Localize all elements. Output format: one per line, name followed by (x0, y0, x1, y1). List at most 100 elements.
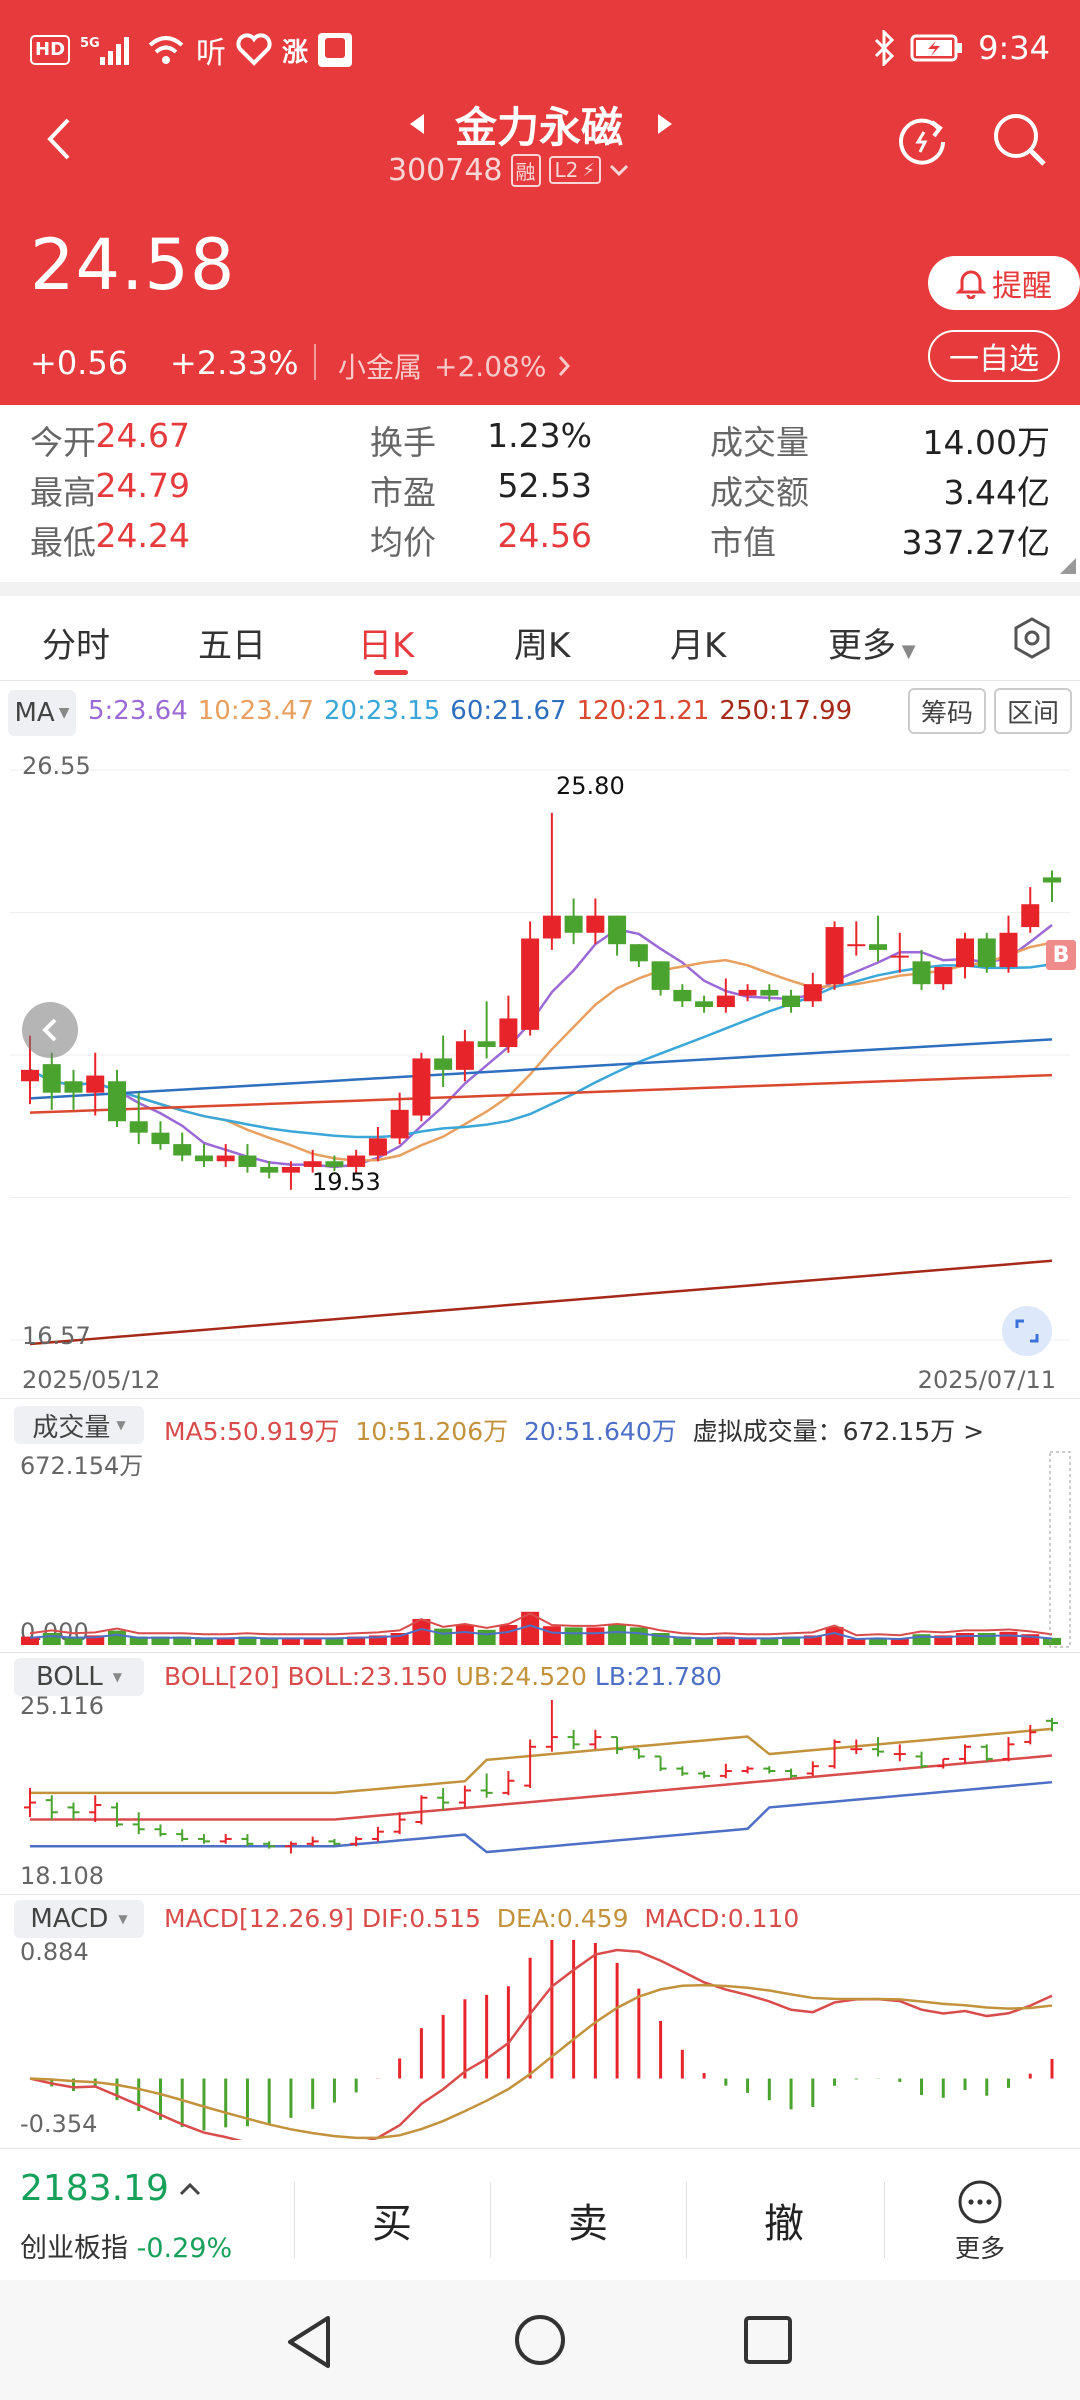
date-start: 2025/05/12 (22, 1366, 161, 1394)
chip-button[interactable]: 筹码 (908, 688, 986, 734)
sector-link[interactable]: 小金属 +2.08% (338, 346, 571, 386)
tab-5[interactable]: 更多 ▼ (828, 618, 916, 667)
candle-body (912, 961, 931, 985)
hd-icon: HD (30, 35, 71, 65)
status-bar-left: HD 5G 听 涨 (30, 30, 430, 71)
chevron-right-icon (559, 356, 571, 376)
candle-body (21, 1069, 39, 1082)
volume-selector[interactable]: 成交量 ▼ (14, 1406, 144, 1444)
more-dots-icon (958, 2180, 1002, 2224)
volume-bar (760, 1637, 779, 1645)
candle-body (695, 1001, 714, 1008)
macd-y-max: 0.884 (20, 1938, 89, 1966)
side-marker[interactable]: B (1046, 940, 1076, 970)
volume-bar (107, 1630, 126, 1645)
volume-bar (782, 1636, 801, 1645)
lightning-icon: ⚡ (582, 159, 596, 181)
boll-y-min: 18.108 (20, 1862, 104, 1890)
volume-y-max: 672.154万 (20, 1452, 144, 1480)
candle-body (673, 989, 692, 1002)
tab-2[interactable]: 日K (358, 618, 414, 675)
next-stock-icon[interactable] (656, 112, 674, 136)
candle-body (129, 1121, 148, 1133)
ma-item-5: 250:17.99 (719, 696, 853, 726)
tab-1[interactable]: 五日 (198, 618, 266, 667)
battery-charging-icon (910, 34, 963, 62)
volume-bar (521, 1611, 540, 1645)
ma-item-4: 120:21.21 (576, 696, 710, 726)
candle-body (825, 927, 844, 985)
stat-label: 市值 (710, 523, 776, 562)
macd-chart[interactable] (0, 1940, 1080, 2140)
volume-legend: MA5:50.919万 10:51.206万 20:51.640万 虚拟成交量：… (164, 1412, 984, 1448)
index-name: 创业板指 (20, 2233, 128, 2264)
index-info: 创业板指 -0.29% (20, 2226, 232, 2265)
refresh-icon[interactable] (894, 112, 950, 168)
expand-icon (1015, 1319, 1039, 1343)
volume-selector-label: 成交量 (32, 1412, 111, 1443)
search-icon[interactable] (990, 110, 1050, 170)
volume-ma20-line (29, 1624, 1053, 1641)
stat-value: 14.00万 (922, 423, 1050, 462)
high-label: 25.80 (556, 772, 625, 800)
macd-selector[interactable]: MACD ▼ (14, 1900, 144, 1938)
candle-body (477, 1041, 496, 1048)
sell-button[interactable]: 卖 (568, 2201, 608, 2247)
buy-button[interactable]: 买 (372, 2201, 412, 2247)
divider (0, 1398, 1080, 1399)
nav-recents-icon[interactable] (742, 2314, 794, 2366)
fullscreen-button[interactable] (1002, 1306, 1052, 1356)
stock-name: 金力永磁 (454, 103, 623, 152)
settings-hex-icon[interactable] (1012, 616, 1052, 660)
divider (490, 2182, 491, 2258)
scroll-left-button[interactable] (22, 1002, 78, 1058)
volume-bar (673, 1636, 692, 1645)
back-icon[interactable] (44, 116, 74, 162)
add-watchlist-button[interactable]: 一自选 (928, 330, 1060, 382)
tab-0[interactable]: 分时 (42, 618, 110, 667)
range-button[interactable]: 区间 (994, 688, 1072, 734)
trade-bar (0, 2148, 1080, 2280)
prev-stock-icon[interactable] (408, 112, 426, 136)
level-badge[interactable]: L2 ⚡ (548, 156, 602, 184)
ma-selector[interactable]: MA ▼ (8, 690, 76, 736)
volume-bar (64, 1636, 83, 1645)
macd-dea: DEA:0.459 (496, 1904, 629, 1933)
cancel-order-button[interactable]: 撤 (764, 2201, 804, 2247)
more-button[interactable]: 更多 (900, 2172, 1060, 2272)
tab-4[interactable]: 月K (670, 618, 726, 667)
candle-body (347, 1155, 366, 1167)
stat-label: 均价 (370, 523, 436, 562)
y-axis-max: 26.55 (22, 752, 91, 780)
candle-body (64, 1081, 83, 1093)
tab-label: 五日 (198, 626, 266, 666)
candle-body (956, 938, 975, 968)
boll-chart[interactable] (0, 1700, 1080, 1890)
low-label: 19.53 (312, 1168, 381, 1196)
expand-corner-icon[interactable] (1060, 558, 1076, 574)
tab-3[interactable]: 周K (514, 618, 570, 667)
volume-bar (716, 1636, 735, 1645)
candle-body (368, 1138, 387, 1156)
nav-home-icon[interactable] (512, 2312, 568, 2368)
candle-body (760, 989, 779, 996)
nav-back-icon[interactable] (282, 2312, 336, 2372)
candle-body (1043, 877, 1061, 883)
bell-icon (956, 270, 986, 299)
volume-bar (281, 1637, 300, 1645)
ma250-line (29, 1259, 1053, 1346)
kline-chart[interactable] (0, 740, 1080, 1360)
candle-body (564, 915, 583, 933)
ma-item-1: 10:23.47 (197, 696, 315, 726)
index-quote[interactable]: 2183.19 (20, 2168, 201, 2209)
virtual-volume-link[interactable]: 虚拟成交量：672.15万 > (692, 1417, 985, 1446)
volume-bar (455, 1625, 474, 1645)
candle-body (999, 932, 1018, 968)
candle-body (716, 995, 735, 1008)
boll-selector[interactable]: BOLL ▼ (14, 1658, 144, 1696)
volume-chart[interactable] (0, 1450, 1080, 1650)
alert-button[interactable]: 提醒 (928, 256, 1080, 310)
divider (0, 1894, 1080, 1895)
chevron-down-icon[interactable] (609, 163, 629, 177)
volume-bar (303, 1637, 322, 1645)
